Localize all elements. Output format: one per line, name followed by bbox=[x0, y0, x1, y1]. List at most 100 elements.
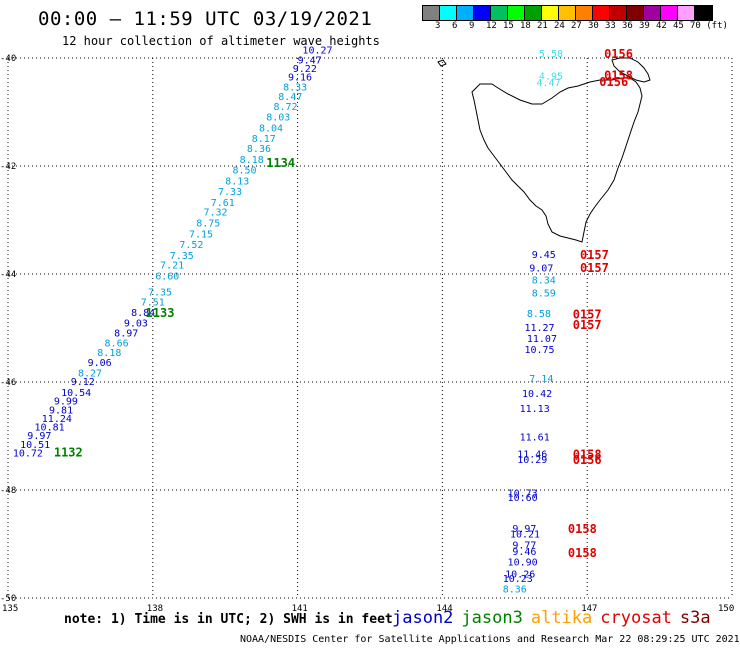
wave-height-label: 8.36 bbox=[503, 585, 527, 596]
colorbar-label: 15 bbox=[503, 21, 514, 31]
wave-height-label: 8.18 bbox=[97, 348, 121, 359]
wave-height-label: 9.06 bbox=[88, 358, 112, 369]
footer-note: note: 1) Time is in UTC; 2) SWH is in fe… bbox=[64, 612, 393, 627]
wave-height-label: 10.26 bbox=[505, 569, 535, 580]
wave-height-label: 9.03 bbox=[124, 318, 148, 329]
pass-time-label: 0157 bbox=[580, 248, 609, 262]
wave-height-label: 5.58 bbox=[539, 49, 563, 60]
map-title: 00:00 – 11:59 UTC 03/19/2021 bbox=[38, 8, 373, 30]
colorbar-label: 24 bbox=[554, 21, 565, 31]
wave-height-label: 8.72 bbox=[273, 102, 297, 113]
wave-height-label: 11.61 bbox=[520, 432, 550, 443]
lon-tick-label: 138 bbox=[147, 604, 163, 614]
wave-height-label: 10.54 bbox=[61, 388, 91, 399]
colorbar-label: 70 (ft) bbox=[690, 21, 728, 31]
wave-height-label: 8.04 bbox=[259, 123, 283, 134]
wave-height-label: 7.32 bbox=[203, 208, 227, 219]
wave-height-label: 8.03 bbox=[266, 113, 290, 124]
wave-height-label: 8.84 bbox=[131, 308, 155, 319]
wave-height-label: 9.45 bbox=[532, 250, 556, 261]
wave-height-label: 8.27 bbox=[78, 369, 102, 380]
wave-height-label: 10.27 bbox=[302, 46, 332, 57]
pass-time-label: 1133 bbox=[146, 306, 175, 320]
wave-height-label: 8.58 bbox=[527, 309, 551, 320]
wave-height-label: 11.24 bbox=[42, 414, 72, 425]
legend-item-s3a: s3a bbox=[679, 608, 711, 628]
wave-height-label: 9.99 bbox=[54, 397, 78, 408]
wave-height-label: 9.22 bbox=[293, 64, 317, 75]
lon-tick-label: 144 bbox=[436, 604, 452, 614]
lat-tick-label: -46 bbox=[0, 378, 16, 388]
wave-height-label: 8.13 bbox=[225, 176, 249, 187]
wave-height-label: 9.47 bbox=[298, 55, 322, 66]
legend-item-cryosat: cryosat bbox=[600, 608, 672, 628]
colorbar-label: 6 bbox=[452, 21, 458, 31]
wave-height-label: 7.35 bbox=[148, 288, 172, 299]
pass-time-label: 1134 bbox=[266, 156, 295, 170]
pass-time-label: 0156 bbox=[604, 47, 633, 61]
colorbar-swatch bbox=[440, 6, 457, 20]
wave-height-label: 8.34 bbox=[532, 276, 556, 287]
lat-tick-label: -42 bbox=[0, 162, 16, 172]
island-coastline bbox=[611, 57, 651, 83]
wave-height-label: 7.35 bbox=[170, 251, 194, 262]
wave-height-label: 10.42 bbox=[522, 389, 552, 400]
map-grid bbox=[7, 57, 733, 599]
wave-height-label: 8.75 bbox=[196, 218, 220, 229]
wave-height-label: 4.47 bbox=[537, 78, 561, 89]
colorbar-swatch bbox=[627, 6, 644, 20]
wave-height-label: 11.07 bbox=[527, 334, 557, 345]
wave-height-label: 8.59 bbox=[532, 289, 556, 300]
tasmania-coastline bbox=[471, 77, 643, 243]
wave-height-label: 11.13 bbox=[520, 404, 550, 415]
colorbar-label: 27 bbox=[571, 21, 582, 31]
colorbar-swatch bbox=[610, 6, 627, 20]
wave-height-label: 8.33 bbox=[283, 82, 307, 93]
colorbar-label: 36 bbox=[622, 21, 633, 31]
legend-item-altika: altika bbox=[530, 608, 593, 628]
pass-time-label: 0157 bbox=[573, 318, 602, 332]
map-subtitle: 12 hour collection of altimeter wave hei… bbox=[62, 34, 380, 48]
track-east-labels: 5.584.954.479.459.078.348.598.5811.2711.… bbox=[503, 47, 633, 596]
lon-tick-label: 135 bbox=[2, 604, 18, 614]
wave-height-label: 9.12 bbox=[71, 377, 95, 388]
wave-height-label: 9.77 bbox=[512, 540, 536, 551]
legend-item-jason3: jason3 bbox=[461, 608, 523, 628]
colorbar-swatch bbox=[423, 6, 440, 20]
pass-time-label: 0158 bbox=[568, 546, 597, 560]
lon-tick-label: 147 bbox=[581, 604, 597, 614]
small-island bbox=[437, 59, 447, 67]
colorbar-label: 30 bbox=[588, 21, 599, 31]
colorbar-swatch bbox=[559, 6, 576, 20]
colorbar-label: 33 bbox=[605, 21, 616, 31]
colorbar-swatch bbox=[525, 6, 542, 20]
colorbar-label: 12 bbox=[486, 21, 497, 31]
wave-height-label: 7.14 bbox=[529, 374, 553, 385]
wave-height-colorbar bbox=[422, 5, 713, 21]
colorbar-swatch bbox=[593, 6, 610, 20]
wave-height-label: 9.46 bbox=[512, 547, 536, 558]
lon-tick-label: 150 bbox=[718, 604, 734, 614]
legend-item-jason2: jason2 bbox=[392, 608, 454, 628]
colorbar-swatch bbox=[678, 6, 695, 20]
wave-height-label: 10.75 bbox=[524, 345, 554, 356]
wave-height-label: 8.36 bbox=[247, 144, 271, 155]
colorbar-swatch bbox=[576, 6, 593, 20]
wave-height-label: 9.07 bbox=[529, 263, 553, 274]
colorbar-label: 42 bbox=[656, 21, 667, 31]
colorbar-swatch bbox=[644, 6, 661, 20]
colorbar-label: 45 bbox=[673, 21, 684, 31]
wave-height-label: 10.60 bbox=[508, 493, 538, 504]
wave-height-label: 7.52 bbox=[179, 240, 203, 251]
colorbar-swatch bbox=[695, 6, 712, 20]
pass-time-label: 0158 bbox=[604, 69, 633, 83]
wave-height-label: 6.60 bbox=[155, 271, 179, 282]
wave-height-label: 7.15 bbox=[189, 229, 213, 240]
lat-tick-label: -40 bbox=[0, 54, 16, 64]
wave-height-label: 8.97 bbox=[114, 329, 138, 340]
colorbar-swatch bbox=[542, 6, 559, 20]
wave-height-label: 8.50 bbox=[232, 166, 256, 177]
wave-height-label: 8.66 bbox=[105, 338, 129, 349]
wave-height-label: 10.81 bbox=[35, 423, 65, 434]
